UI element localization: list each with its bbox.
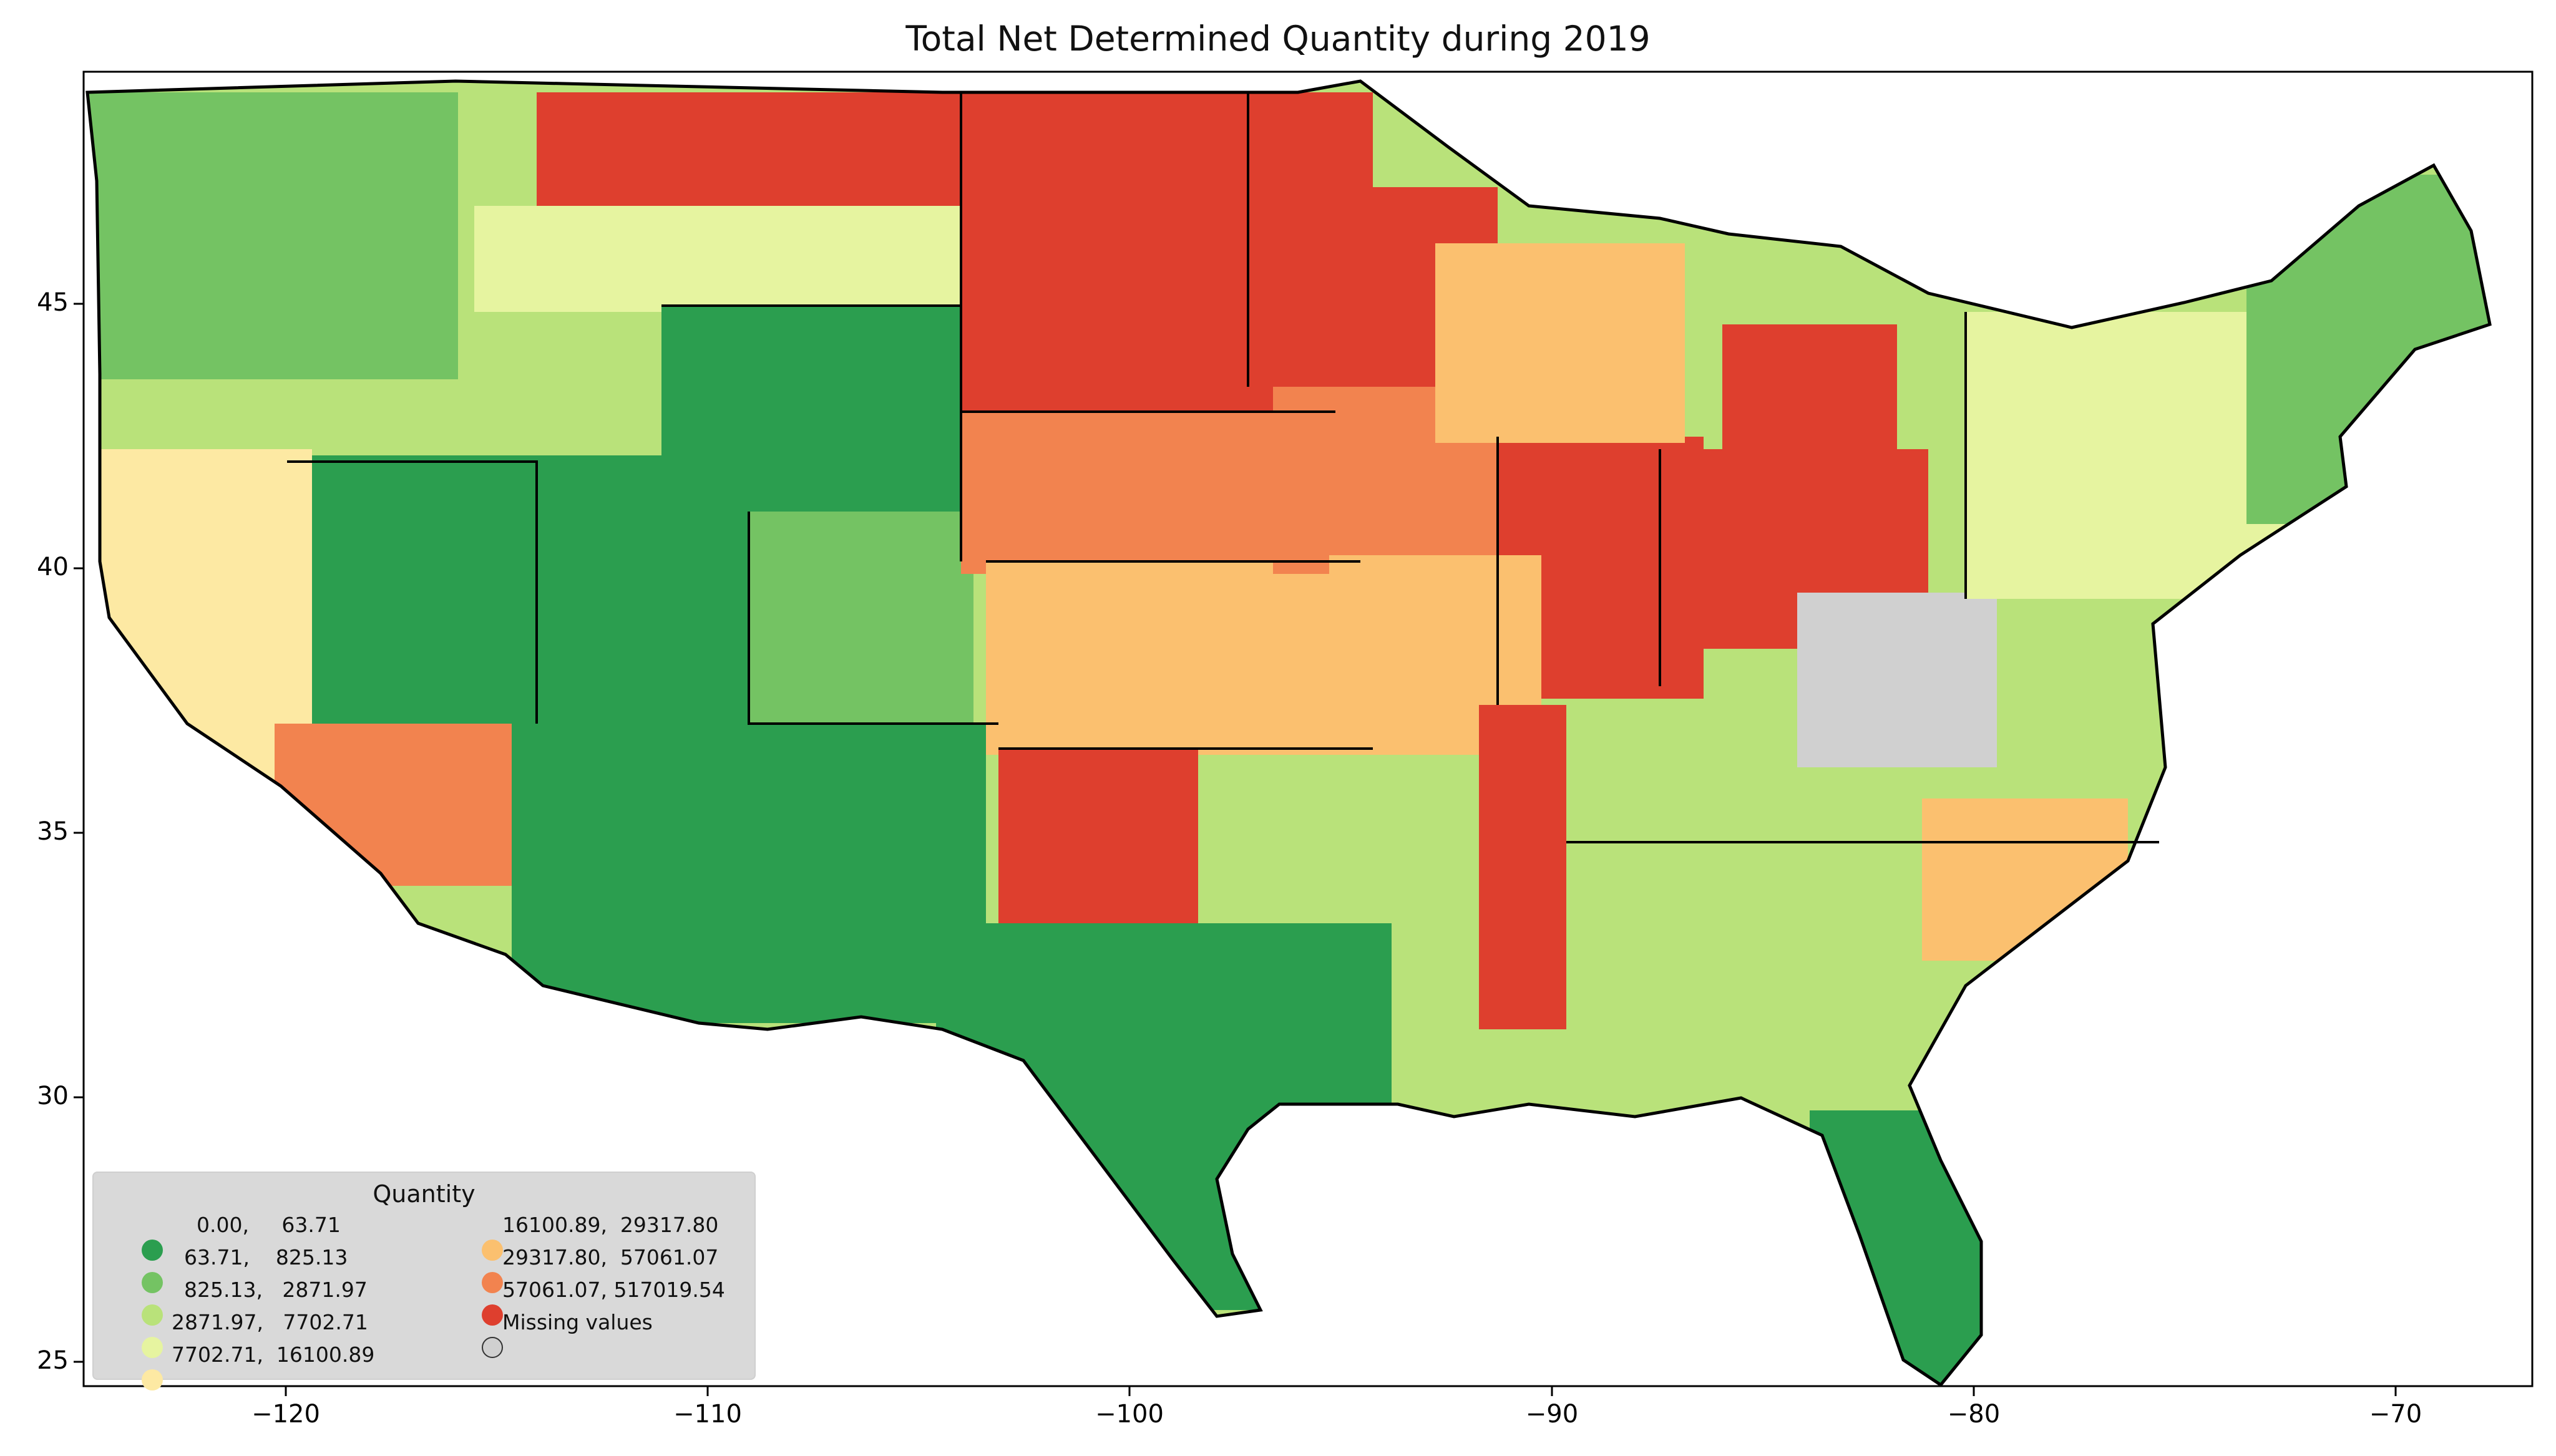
region-michigan	[1722, 324, 1897, 512]
legend-item: 0.00, 63.71	[115, 1213, 341, 1313]
x-tick-label: −120	[251, 1400, 320, 1429]
legend-label: 29317.80, 57061.07	[502, 1245, 719, 1269]
legend-label: 57061.07, 517019.54	[502, 1278, 725, 1302]
chart-title: Total Net Determined Quantity during 201…	[905, 19, 1651, 59]
x-ticks	[285, 1386, 2397, 1396]
region-wyoming	[661, 306, 967, 512]
legend-item: 16100.89, 29317.80	[456, 1213, 718, 1313]
legend-item: Missing values	[456, 1310, 653, 1410]
legend-swatch	[141, 1240, 163, 1261]
region-southeast	[1566, 761, 1991, 1110]
y-ticks	[74, 303, 84, 1363]
region-kansas	[986, 561, 1367, 755]
legend-swatch-missing	[481, 1337, 503, 1358]
region-appalachia	[1797, 593, 1997, 767]
region-wisconsin	[1435, 243, 1685, 443]
legend-swatch	[141, 1272, 163, 1293]
region-northeast	[1966, 312, 2490, 599]
x-tick-label: −80	[1947, 1400, 2001, 1429]
legend-swatch	[141, 1369, 163, 1390]
legend-label: 0.00, 63.71	[197, 1213, 341, 1237]
legend-item: 63.71, 825.13	[115, 1245, 348, 1345]
region-pacific-nw	[87, 92, 458, 379]
region-colorado	[749, 512, 973, 724]
plot-frame	[82, 70, 2534, 1387]
legend-swatch	[481, 1272, 503, 1293]
legend-item: 2871.97, 7702.71	[115, 1310, 368, 1410]
region-southwest	[512, 724, 986, 1023]
x-tick-label: −70	[2369, 1400, 2422, 1429]
state-borders	[287, 92, 2159, 843]
y-tick-label: 35	[37, 817, 69, 846]
legend-item: 825.13, 2871.97	[115, 1278, 368, 1377]
x-tick-label: −110	[673, 1400, 742, 1429]
region-montana-central	[474, 206, 961, 312]
legend-item: 29317.80, 57061.07	[456, 1245, 718, 1345]
us-outline	[85, 79, 2492, 1387]
legend-label: 7702.71, 16100.89	[172, 1342, 375, 1367]
y-tick-label: 45	[37, 288, 69, 317]
legend-label: 825.13, 2871.97	[184, 1278, 368, 1302]
legend: Quantity 0.00, 63.71 63.71, 825.13 825.1…	[92, 1172, 756, 1390]
legend-item: 57061.07, 517019.54	[456, 1278, 725, 1377]
legend-swatch	[481, 1240, 503, 1261]
region-texas	[936, 923, 1392, 1310]
legend-swatch	[141, 1337, 163, 1358]
y-tick-label: 30	[37, 1082, 69, 1110]
legend-label: Missing values	[502, 1310, 653, 1334]
region-ok-panhandle	[998, 749, 1198, 936]
legend-label: 2871.97, 7702.71	[172, 1310, 368, 1334]
legend-item: 7702.71, 16100.89	[115, 1342, 374, 1442]
legend-swatch	[141, 1304, 163, 1326]
region-carolinas	[1922, 798, 2128, 961]
region-mississippi-delta	[1479, 705, 1566, 1029]
legend-title: Quantity	[373, 1180, 476, 1208]
region-montana-north	[537, 92, 967, 217]
y-tick-label: 25	[37, 1346, 69, 1375]
x-tick-label: −100	[1095, 1400, 1164, 1429]
x-tick-label: −90	[1525, 1400, 1579, 1429]
y-tick-label: 40	[37, 553, 69, 581]
legend-label: 63.71, 825.13	[184, 1245, 348, 1269]
legend-swatch	[481, 1304, 503, 1326]
legend-label: 16100.89, 29317.80	[502, 1213, 719, 1237]
region-socal	[275, 724, 512, 886]
